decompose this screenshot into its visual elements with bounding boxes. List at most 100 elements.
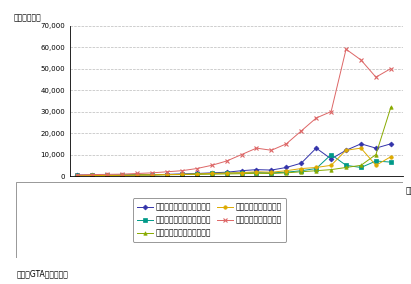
ベトナムが特に優位な品目	[254, 168, 259, 171]
中国がやや優位な品目	[164, 173, 169, 176]
中国が特に優位な品目	[179, 169, 184, 172]
中国が特に優位な品目	[284, 142, 289, 145]
Text: （百万ドル）: （百万ドル）	[13, 14, 41, 22]
中国が特に優位な品目	[358, 58, 363, 62]
中国が特に優位な品目	[344, 47, 349, 51]
中国がやや優位な品目	[329, 164, 334, 167]
ベトナムがやや優位な品目	[120, 173, 125, 177]
優位性が見極めにくい品目	[150, 173, 155, 177]
中国が特に優位な品目	[134, 172, 139, 175]
ベトナムがやや優位な品目	[134, 173, 139, 176]
中国が特に優位な品目	[120, 172, 125, 176]
ベトナムがやや優位な品目	[164, 173, 169, 176]
優位性が見極めにくい品目	[344, 166, 349, 169]
優位性が見極めにくい品目	[209, 172, 214, 176]
ベトナムが特に優位な品目	[284, 166, 289, 169]
ベトナムが特に優位な品目	[299, 162, 304, 165]
ベトナムがやや優位な品目	[374, 159, 379, 163]
ベトナムが特に優位な品目	[179, 172, 184, 176]
Line: 中国がやや優位な品目: 中国がやや優位な品目	[76, 146, 393, 178]
ベトナムがやや優位な品目	[209, 172, 214, 175]
中国がやや優位な品目	[179, 173, 184, 176]
中国が特に優位な品目	[90, 173, 95, 176]
Line: ベトナムが特に優位な品目: ベトナムが特に優位な品目	[76, 142, 393, 177]
ベトナムが特に優位な品目	[224, 170, 229, 174]
中国がやや優位な品目	[344, 149, 349, 152]
中国がやや優位な品目	[358, 147, 363, 150]
優位性が見極めにくい品目	[284, 171, 289, 175]
優位性が見極めにくい品目	[314, 169, 319, 172]
ベトナムがやや優位な品目	[284, 170, 289, 174]
ベトナムがやや優位な品目	[150, 173, 155, 176]
ベトナムがやや優位な品目	[254, 171, 259, 174]
ベトナムが特に優位な品目	[344, 149, 349, 152]
中国が特に優位な品目	[209, 164, 214, 167]
中国が特に優位な品目	[75, 173, 80, 177]
中国が特に優位な品目	[299, 129, 304, 133]
優位性が見極めにくい品目	[120, 174, 125, 177]
中国が特に優位な品目	[194, 167, 199, 170]
中国がやや優位な品目	[254, 170, 259, 174]
Text: 資料：GTAから作成。: 資料：GTAから作成。	[16, 269, 68, 278]
Text: （年）: （年）	[406, 187, 411, 196]
ベトナムが特に優位な品目	[239, 169, 244, 172]
優位性が見極めにくい品目	[179, 173, 184, 176]
中国がやや優位な品目	[209, 172, 214, 175]
優位性が見極めにくい品目	[254, 172, 259, 175]
中国がやや優位な品目	[75, 174, 80, 177]
ベトナムがやや優位な品目	[329, 153, 334, 156]
ベトナムがやや優位な品目	[344, 164, 349, 167]
Line: 優位性が見極めにくい品目: 優位性が見極めにくい品目	[76, 106, 393, 178]
中国がやや優位な品目	[90, 174, 95, 177]
中国が特に優位な品目	[374, 76, 379, 79]
ベトナムがやや優位な品目	[179, 173, 184, 176]
ベトナムがやや優位な品目	[358, 166, 363, 169]
優位性が見極めにくい品目	[269, 172, 274, 175]
中国が特に優位な品目	[314, 116, 319, 120]
ベトナムがやや優位な品目	[269, 171, 274, 175]
Line: 中国が特に優位な品目: 中国が特に優位な品目	[75, 47, 393, 178]
中国がやや優位な品目	[120, 174, 125, 177]
中国が特に優位な品目	[329, 110, 334, 113]
ベトナムがやや優位な品目	[75, 174, 80, 177]
ベトナムが特に優位な品目	[374, 147, 379, 150]
優位性が見極めにくい品目	[194, 173, 199, 176]
優位性が見極めにくい品目	[358, 164, 363, 167]
優位性が見極めにくい品目	[329, 168, 334, 171]
ベトナムが特に優位な品目	[314, 147, 319, 150]
中国がやや優位な品目	[194, 172, 199, 176]
優位性が見極めにくい品目	[105, 174, 110, 177]
中国が特に優位な品目	[150, 171, 155, 175]
ベトナムがやや優位な品目	[194, 172, 199, 176]
優位性が見極めにくい品目	[224, 172, 229, 176]
中国が特に優位な品目	[224, 159, 229, 163]
ベトナムが特に優位な品目	[209, 171, 214, 175]
中国が特に優位な品目	[239, 153, 244, 156]
Legend: ベトナムが特に優位な品目, ベトナムがやや優位な品目, 優位性が見極めにくい品目, 中国がやや優位な品目, 中国が特に優位な品目: ベトナムが特に優位な品目, ベトナムがやや優位な品目, 優位性が見極めにくい品目…	[133, 198, 286, 242]
ベトナムが特に優位な品目	[164, 173, 169, 176]
優位性が見極めにくい品目	[388, 106, 393, 109]
中国がやや優位な品目	[374, 164, 379, 167]
中国がやや優位な品目	[150, 173, 155, 176]
ベトナムが特に優位な品目	[388, 142, 393, 145]
ベトナムが特に優位な品目	[329, 157, 334, 160]
中国がやや優位な品目	[314, 166, 319, 169]
中国が特に優位な品目	[164, 170, 169, 174]
ベトナムが特に優位な品目	[269, 168, 274, 172]
ベトナムがやや優位な品目	[314, 167, 319, 170]
ベトナムがやや優位な品目	[105, 174, 110, 177]
中国がやや優位な品目	[134, 173, 139, 177]
ベトナムが特に優位な品目	[120, 174, 125, 177]
ベトナムが特に優位な品目	[75, 173, 80, 177]
ベトナムが特に優位な品目	[358, 142, 363, 145]
優位性が見極めにくい品目	[374, 153, 379, 156]
ベトナムがやや優位な品目	[388, 160, 393, 164]
ベトナムがやや優位な品目	[224, 171, 229, 175]
中国が特に優位な品目	[388, 67, 393, 70]
中国が特に優位な品目	[105, 173, 110, 176]
中国がやや優位な品目	[388, 155, 393, 158]
中国が特に優位な品目	[269, 149, 274, 152]
中国がやや優位な品目	[299, 167, 304, 170]
Line: ベトナムがやや優位な品目: ベトナムがやや優位な品目	[76, 153, 393, 177]
ベトナムが特に優位な品目	[90, 174, 95, 177]
